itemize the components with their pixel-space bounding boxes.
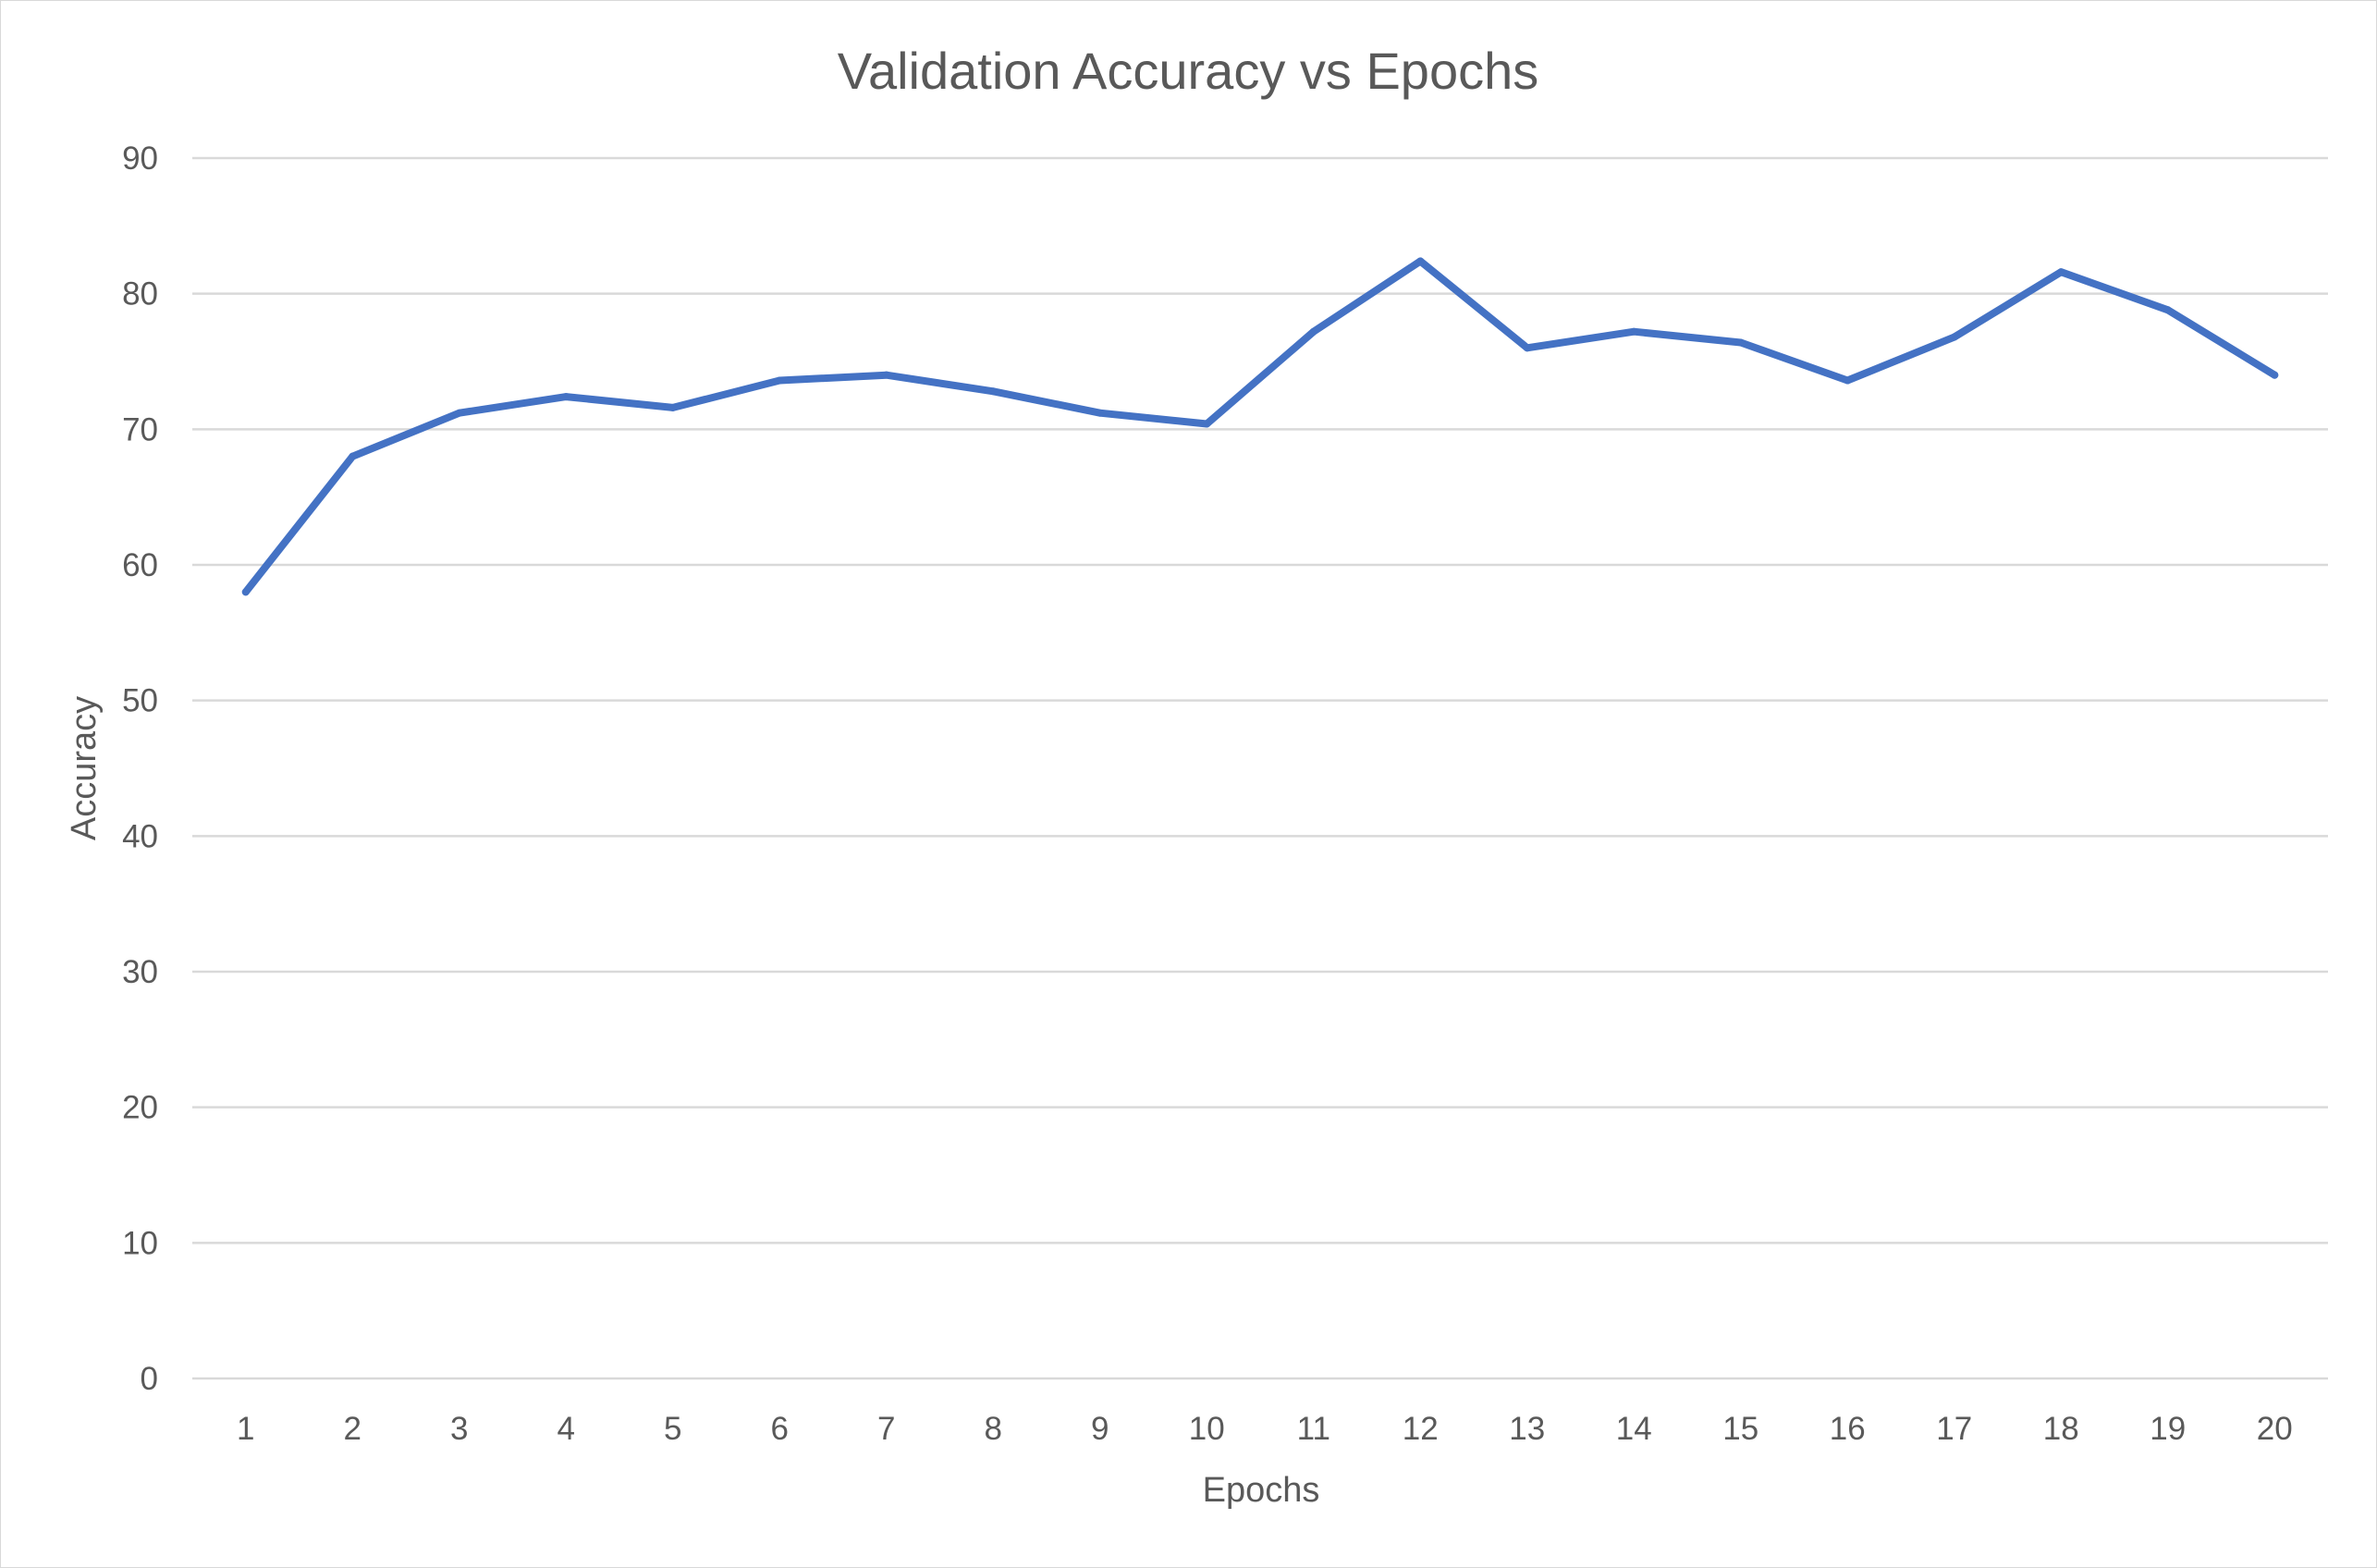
x-tick-label: 9 (1091, 1411, 1109, 1447)
x-tick-label: 2 (344, 1411, 361, 1447)
data-point (882, 371, 890, 379)
x-tick-label: 7 (877, 1411, 895, 1447)
data-point (1309, 327, 1317, 336)
series-line-0 (241, 257, 2279, 596)
y-tick-label: 20 (122, 1090, 158, 1126)
data-point (241, 588, 250, 596)
data-point (989, 387, 998, 396)
x-tick-label: 3 (450, 1411, 468, 1447)
chart-title: Validation Accuracy vs Epochs (838, 42, 1538, 100)
y-tick-label: 10 (122, 1225, 158, 1261)
data-point (1844, 376, 1852, 385)
x-tick-label: 14 (1616, 1411, 1652, 1447)
gridlines (192, 156, 2328, 1380)
x-tick-label: 16 (1830, 1411, 1866, 1447)
y-tick-label: 40 (122, 818, 158, 854)
x-tick-label: 15 (1722, 1411, 1758, 1447)
data-point (1203, 420, 1211, 428)
data-point (455, 409, 463, 417)
x-tick-label: 5 (664, 1411, 681, 1447)
x-tick-label: 1 (237, 1411, 254, 1447)
data-point (2057, 268, 2065, 276)
y-tick-label: 50 (122, 683, 158, 719)
data-point (776, 376, 784, 385)
x-tick-label: 19 (2150, 1411, 2186, 1447)
data-point (349, 452, 357, 460)
data-point (1523, 344, 1531, 352)
data-point (1950, 333, 1958, 341)
x-tick-label: 20 (2257, 1411, 2293, 1447)
x-axis-ticks: 1 2 3 4 5 6 7 8 9 10 11 12 13 14 15 16 17 18 19 20 (237, 1411, 2293, 1447)
x-tick-label: 10 (1189, 1411, 1225, 1447)
data-point (668, 403, 677, 411)
data-point (2163, 306, 2172, 314)
x-tick-label: 17 (1936, 1411, 1972, 1447)
y-axis-ticks: 0 10 20 30 40 50 60 70 80 90 (122, 141, 158, 1397)
y-tick-label: 70 (122, 411, 158, 447)
x-tick-label: 18 (2043, 1411, 2079, 1447)
x-tick-label: 12 (1403, 1411, 1439, 1447)
data-point (562, 393, 570, 401)
y-tick-label: 30 (122, 954, 158, 990)
y-axis-title: Accuracy (65, 696, 104, 840)
x-tick-label: 4 (557, 1411, 575, 1447)
x-tick-label: 6 (771, 1411, 789, 1447)
data-point (1096, 409, 1104, 417)
y-tick-label: 0 (141, 1361, 158, 1397)
y-tick-label: 80 (122, 276, 158, 312)
data-point (1736, 338, 1745, 347)
data-point (1630, 327, 1638, 336)
x-tick-label: 13 (1509, 1411, 1545, 1447)
x-tick-label: 11 (1297, 1411, 1330, 1447)
data-point (2271, 371, 2279, 379)
x-axis-title: Epochs (1203, 1471, 1320, 1510)
data-point (1416, 257, 1425, 265)
y-tick-label: 60 (122, 547, 158, 583)
series-layer (241, 257, 2279, 596)
y-tick-label: 90 (122, 141, 158, 177)
x-tick-label: 8 (985, 1411, 1002, 1447)
